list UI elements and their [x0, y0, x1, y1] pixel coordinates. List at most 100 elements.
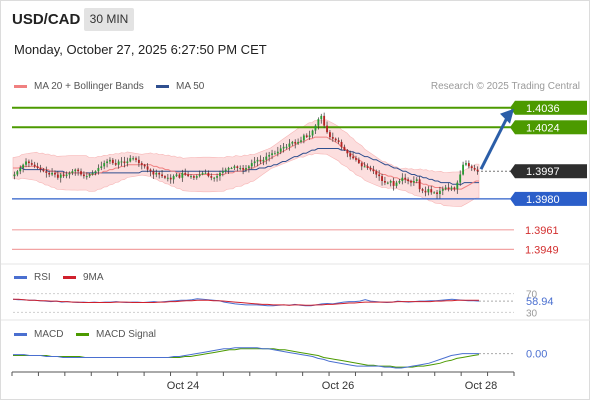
candle-body: [418, 179, 421, 190]
candle-body: [149, 169, 152, 172]
candle-body: [82, 174, 85, 177]
candle-body: [16, 171, 19, 175]
price-level-tag-1: [515, 120, 587, 135]
candle-body: [210, 176, 213, 178]
candle-body: [213, 177, 216, 179]
candle-body: [204, 172, 207, 174]
ma50-swatch: [156, 85, 169, 88]
candle-body: [279, 148, 282, 152]
candle-body: [175, 174, 178, 177]
candle-body: [25, 161, 27, 165]
candle-body: [111, 159, 114, 164]
candle-body: [378, 174, 381, 177]
candle-body: [326, 125, 328, 133]
candle-body: [178, 174, 181, 178]
candle-body: [282, 146, 285, 149]
candle-body: [317, 119, 320, 126]
candle-body: [106, 161, 108, 164]
candle-body: [375, 171, 378, 175]
candle-body: [13, 174, 16, 177]
legend-macd: MACD: [14, 329, 63, 340]
price-level-tag-2: [515, 164, 587, 179]
candle-body: [48, 172, 51, 175]
candle-body: [363, 166, 366, 168]
candle-body: [250, 163, 253, 167]
rsi-ma-swatch: [63, 276, 76, 279]
price-level-label-0: 1.4036: [526, 103, 560, 115]
candle-body: [227, 167, 230, 170]
ma50-legend-label: MA 50: [176, 81, 205, 92]
candle-body: [430, 189, 433, 193]
macd-signal-swatch: [76, 333, 89, 336]
candle-body: [56, 174, 59, 178]
price-level-tag-pointer-3: [510, 191, 515, 206]
candle-body: [297, 141, 300, 144]
candle-body: [450, 187, 453, 190]
candle-body: [398, 181, 401, 183]
candle-body: [291, 141, 294, 144]
candle-body: [395, 182, 398, 186]
research-credit: Research © 2025 Trading Central: [430, 81, 580, 92]
candle-body: [198, 174, 201, 177]
candle-body: [137, 159, 140, 164]
price-level-label-1: 1.4024: [526, 122, 560, 134]
candle-body: [242, 167, 245, 170]
ma20-legend-label: MA 20 + Bollinger Bands: [34, 81, 144, 92]
candle-body: [155, 172, 158, 175]
candle-body: [109, 159, 111, 162]
candle-body: [247, 166, 250, 168]
candle-body: [456, 182, 459, 190]
candle-body: [216, 176, 218, 178]
candle-body: [152, 171, 155, 175]
candle-body: [140, 163, 143, 165]
candle-body: [36, 166, 39, 168]
candle-body: [256, 159, 259, 162]
candle-body: [88, 174, 91, 177]
candle-body: [314, 125, 317, 131]
candle-body: [268, 154, 271, 157]
forecast-arrow: [479, 117, 509, 170]
candle-body: [42, 169, 45, 172]
candle-body: [233, 166, 236, 168]
candle-body: [346, 150, 349, 154]
candle-body: [187, 174, 190, 177]
candle-body: [360, 163, 363, 167]
candle-body: [459, 174, 462, 183]
candle-body: [239, 167, 242, 169]
candle-body: [372, 169, 375, 172]
candle-body: [476, 169, 479, 172]
candle-body: [59, 174, 62, 178]
timeframe-badge[interactable]: 30 MIN: [84, 8, 134, 31]
candle-body: [355, 158, 357, 160]
time-axis-label-0: Oct 24: [167, 380, 199, 392]
candle-body: [126, 161, 129, 164]
candle-body: [207, 172, 210, 177]
candle-body: [39, 167, 42, 170]
rsi-level-label-1: 30: [526, 308, 538, 319]
time-axis-label-2: Oct 28: [465, 380, 497, 392]
candle-body: [94, 171, 97, 173]
candle-body: [190, 176, 192, 178]
candle-body: [164, 176, 166, 178]
candle-body: [236, 166, 239, 168]
ma20-swatch: [14, 85, 27, 88]
candle-body: [384, 181, 386, 183]
candle-body: [132, 158, 135, 160]
legend-ma50: MA 50: [156, 81, 204, 92]
candle-body: [424, 190, 427, 193]
candle-body: [343, 146, 346, 151]
legend-rsi-ma: 9MA: [63, 272, 104, 283]
rsi-swatch: [14, 276, 27, 279]
candle-body: [473, 167, 476, 170]
legend-macd-signal: MACD Signal: [76, 329, 156, 340]
candle-body: [253, 161, 256, 164]
candle-body: [172, 176, 175, 180]
price-level-tag-pointer-1: [510, 120, 515, 135]
candle-body: [54, 172, 56, 175]
candle-body: [184, 172, 187, 175]
candle-body: [97, 167, 100, 172]
candle-body: [404, 177, 407, 180]
candle-body: [192, 176, 195, 178]
